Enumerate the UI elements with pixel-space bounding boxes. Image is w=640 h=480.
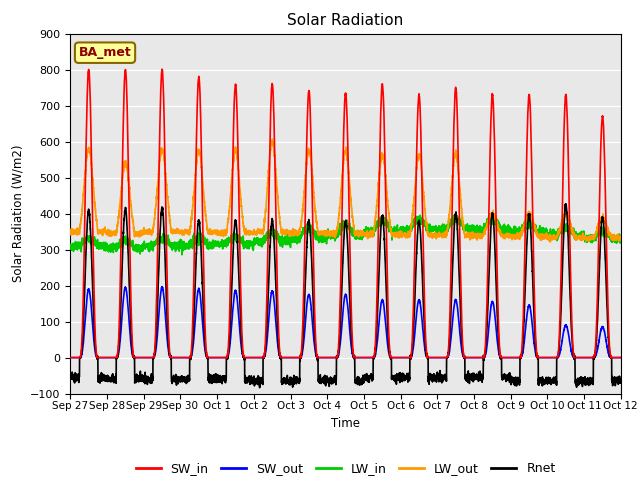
Text: BA_met: BA_met (79, 46, 131, 59)
Legend: SW_in, SW_out, LW_in, LW_out, Rnet: SW_in, SW_out, LW_in, LW_out, Rnet (131, 457, 561, 480)
Title: Solar Radiation: Solar Radiation (287, 13, 404, 28)
X-axis label: Time: Time (331, 417, 360, 430)
Y-axis label: Solar Radiation (W/m2): Solar Radiation (W/m2) (12, 145, 25, 282)
